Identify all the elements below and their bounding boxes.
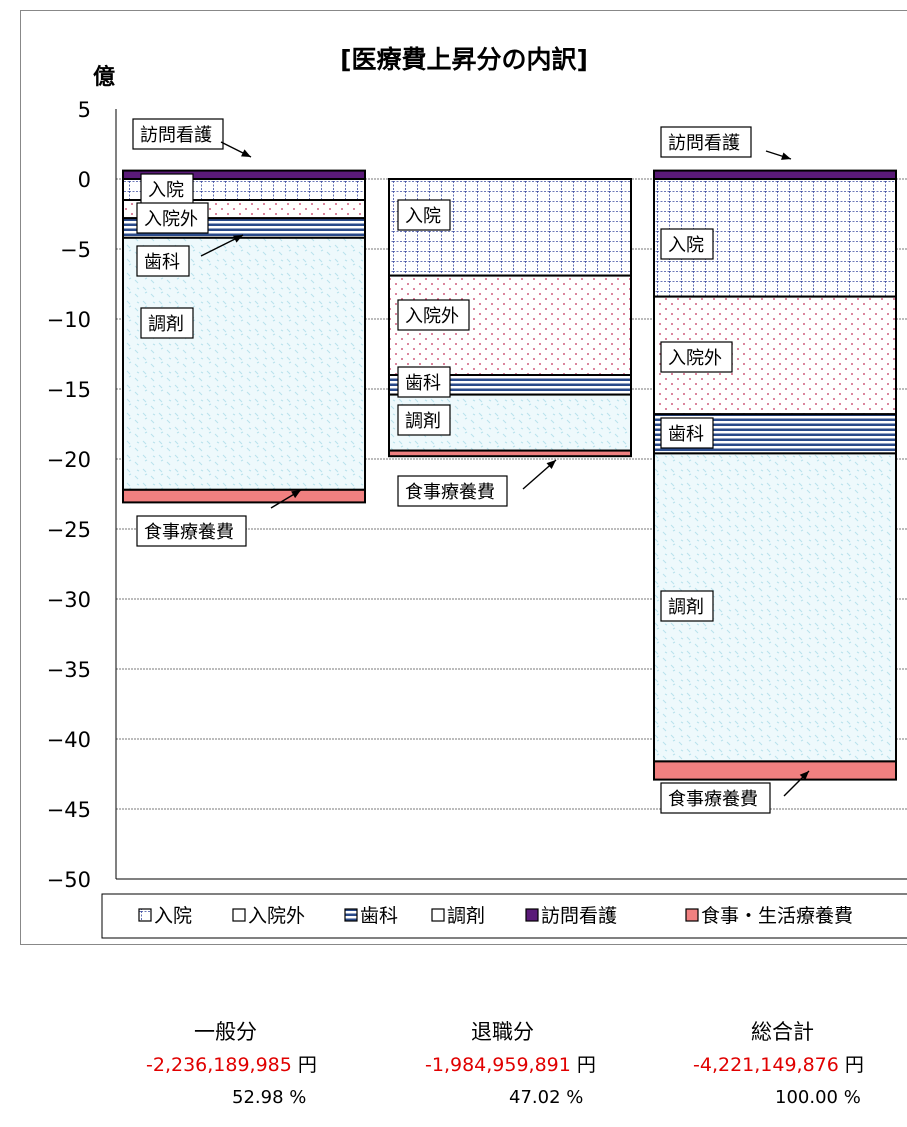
arrow-col1-3-head: [233, 235, 243, 243]
label-col1-5: 食事療養費: [144, 522, 234, 543]
header-total: 総合計: [751, 1020, 814, 1044]
label-col2-1-box: [397, 299, 470, 331]
label-col3-0: 訪問看護: [668, 133, 740, 154]
arrow-col3-5-head: [799, 771, 809, 781]
legend-label-0: 入院: [154, 905, 192, 927]
legend-label-4: 訪問看護: [541, 905, 617, 927]
label-col3-0-box: [660, 126, 752, 158]
amount-general: -2,236,189,985 円: [146, 1050, 317, 1077]
summary-header-row: 一般分 退職分 総合計: [0, 1016, 907, 1056]
label-col3-1-box: [660, 228, 714, 260]
legend-swatch-4: [525, 908, 539, 922]
legend-swatch-0: [138, 908, 152, 922]
y-tick-label: −25: [47, 518, 91, 542]
label-col3-2-box: [660, 341, 733, 373]
label-col2-0: 入院: [405, 206, 441, 227]
bar-segment-0-5: [122, 488, 366, 504]
bar-segment-0-4: [122, 169, 366, 181]
legend-label-3: 調剤: [447, 905, 485, 927]
percent-general: 52.98 %: [232, 1087, 306, 1108]
bar-segment-2-5: [653, 760, 897, 781]
summary-amount-row: -2,236,189,985 円 -1,984,959,891 円 -4,221…: [0, 1050, 907, 1090]
percent-sign: %: [566, 1087, 584, 1108]
legend-swatch-2: [344, 908, 358, 922]
label-col2-1: 入院外: [405, 306, 459, 327]
label-col1-1-box: [140, 173, 194, 205]
legend-swatch-5: [685, 908, 699, 922]
label-col3-1: 入院: [668, 235, 704, 256]
label-col1-2: 入院外: [144, 209, 198, 230]
currency-label: 円: [576, 1054, 596, 1076]
label-col2-2: 歯科: [405, 373, 441, 394]
label-col1-0: 訪問看護: [140, 125, 212, 146]
y-tick-label: −15: [47, 378, 91, 402]
arrow-col3-0-head: [781, 152, 791, 160]
y-axis-unit-label: 億: [93, 64, 115, 90]
percent-general-value: 52.98: [232, 1087, 284, 1108]
legend-label-5: 食事・生活療養費: [701, 905, 853, 927]
percent-retired: 47.02 %: [509, 1087, 583, 1108]
label-col3-4-box: [660, 590, 714, 622]
label-col1-2-box: [136, 202, 209, 234]
chart-frame: 5 0 −5 −10 −15 −20 −25 −30 −35 −40 −45 −50 訪問看護 入院 入院外…: [20, 10, 907, 945]
label-col1-1: 入院: [148, 180, 184, 201]
y-tick-label: −20: [47, 448, 91, 472]
percent-sign: %: [843, 1087, 861, 1108]
label-col2-2-box: [397, 366, 451, 398]
label-col2-4-box: [397, 475, 508, 507]
percent-total: 100.00 %: [775, 1087, 861, 1108]
arrow-col2-4-head: [546, 460, 556, 470]
amount-general-value: -2,236,189,985: [146, 1054, 292, 1076]
amount-retired-value: -1,984,959,891: [425, 1054, 571, 1076]
arrow-col1-5-head: [291, 490, 301, 499]
percent-sign: %: [289, 1087, 307, 1108]
legend-swatch-3: [431, 908, 445, 922]
label-col2-3: 調剤: [405, 411, 441, 432]
arrow-col1-0-head: [241, 149, 251, 157]
y-tick-label: 0: [78, 168, 91, 192]
label-col3-3-box: [660, 417, 714, 449]
label-col2-4: 食事療養費: [405, 482, 495, 503]
header-retired: 退職分: [471, 1020, 534, 1044]
amount-total-value: -4,221,149,876: [693, 1054, 839, 1076]
header-general: 一般分: [194, 1020, 257, 1044]
label-col1-4: 調剤: [148, 314, 184, 335]
amount-total: -4,221,149,876 円: [693, 1050, 864, 1077]
label-col3-3: 歯科: [668, 424, 704, 445]
label-col1-0-box: [132, 118, 224, 150]
label-col2-3-box: [397, 404, 451, 436]
label-col3-2: 入院外: [668, 348, 722, 369]
stacked-bar-chart: 50−5−10−15−20−25−30−35−40−45−50訪問看護入院入院外…: [47, 45, 907, 939]
currency-label: 円: [297, 1054, 317, 1076]
y-tick-label: −30: [47, 588, 91, 612]
label-col3-5: 食事療養費: [668, 789, 758, 810]
label-col1-4-box: [140, 307, 194, 339]
amount-retired: -1,984,959,891 円: [425, 1050, 596, 1077]
percent-retired-value: 47.02: [509, 1087, 561, 1108]
summary-percent-row: 52.98 % 47.02 % 100.00 %: [0, 1087, 907, 1127]
legend-label-1: 入院外: [248, 905, 305, 927]
legend-label-2: 歯科: [360, 905, 398, 927]
legend-swatch-1: [232, 908, 246, 922]
y-tick-label: −10: [47, 308, 91, 332]
label-col1-3-box: [136, 245, 190, 277]
percent-total-value: 100.00: [775, 1087, 838, 1108]
label-col2-0-box: [397, 199, 451, 231]
currency-label: 円: [844, 1054, 864, 1076]
y-tick-label: −5: [60, 238, 91, 262]
y-tick-label: −45: [47, 798, 91, 822]
label-col3-5-box: [660, 782, 771, 814]
label-col1-5-box: [136, 515, 247, 547]
y-tick-label: 5: [78, 98, 91, 122]
label-col3-4: 調剤: [668, 597, 704, 618]
y-tick-label: −40: [47, 728, 91, 752]
bar-segment-1-5: [388, 449, 632, 458]
bar-segment-2-4: [653, 169, 897, 181]
y-tick-label: −50: [47, 868, 91, 892]
chart-title: [医療費上昇分の内訳]: [340, 45, 588, 74]
bar-segment-0-3: [122, 236, 366, 491]
label-col1-3: 歯科: [144, 252, 180, 273]
y-tick-label: −35: [47, 658, 91, 682]
